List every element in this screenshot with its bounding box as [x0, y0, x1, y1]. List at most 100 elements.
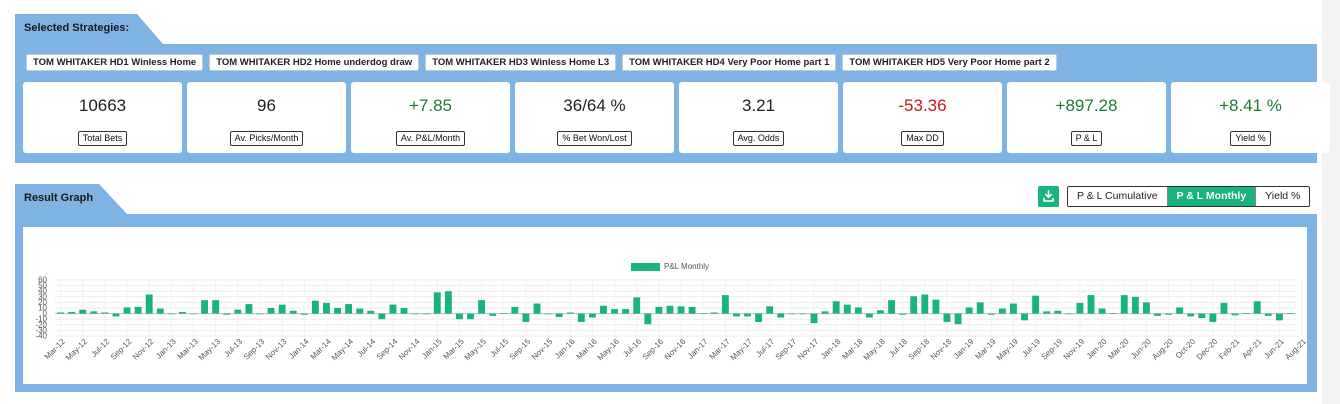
chart-bar: [267, 308, 275, 314]
chart-bar: [467, 313, 474, 320]
strategy-chip[interactable]: TOM WHITAKER HD4 Very Poor Home part 1: [622, 54, 837, 71]
chart-bar: [378, 313, 386, 320]
toggle-pl-monthly[interactable]: P & L Monthly: [1166, 187, 1256, 206]
y-tick-label: 20: [38, 298, 47, 307]
chart-bar: [699, 313, 707, 314]
x-tick-label: May-17: [729, 337, 755, 363]
x-tick-label: May-13: [197, 337, 223, 363]
chart-bar: [744, 313, 751, 317]
chart-bar: [1209, 313, 1217, 322]
stat-value: 3.21: [741, 96, 776, 115]
stat-value: +897.28: [1055, 96, 1118, 115]
stat-value: +8.41 %: [1219, 96, 1282, 115]
chart-bar: [1198, 313, 1206, 319]
chart-bar: [777, 313, 785, 318]
chart-bar: [345, 304, 353, 314]
stat-card-pl-month: +7.85 Av. P&L/Month: [351, 82, 510, 153]
chart-bar: [733, 313, 740, 317]
chart-bar: [666, 305, 674, 314]
chart-bar: [877, 310, 884, 314]
x-tick-label: May-14: [330, 337, 356, 363]
y-tick-label: -30: [35, 326, 47, 335]
chart-bar: [644, 313, 652, 325]
chart-bar: [123, 307, 131, 314]
chart-bar: [1287, 313, 1294, 314]
chart-bar: [1065, 313, 1073, 315]
scrollbar-track[interactable]: [1322, 0, 1340, 404]
chart-bar: [544, 313, 552, 315]
chart-bar: [1275, 313, 1283, 321]
stat-card-avg-odds: 3.21 Avg. Odds: [679, 82, 838, 153]
chart-bar: [577, 313, 585, 322]
stat-label: Avg. Odds: [732, 131, 785, 146]
x-tick-label: Nov-12: [131, 337, 156, 362]
x-tick-label: Jan-20: [1085, 337, 1109, 361]
x-tick-label: Jun-20: [1129, 337, 1153, 361]
chart-bar: [633, 297, 641, 314]
chart-bar: [256, 313, 264, 315]
chart-legend: P&L Monthly: [631, 262, 709, 271]
x-tick-label: Jan-13: [154, 337, 178, 361]
y-tick-label: 0: [43, 309, 48, 318]
chart-bar: [810, 313, 818, 324]
x-tick-label: May-15: [463, 337, 489, 363]
chart-bar: [1176, 307, 1184, 314]
stat-card-total-bets: 10663 Total Bets: [23, 82, 182, 153]
chart-bar: [422, 313, 430, 315]
chart-bar: [1264, 313, 1272, 316]
chart-bar: [987, 313, 995, 315]
y-tick-label: 60: [38, 276, 47, 285]
strategy-chip[interactable]: TOM WHITAKER HD2 Home underdog draw: [209, 54, 420, 71]
x-tick-label: Jan-14: [287, 337, 311, 361]
chart-bar: [1032, 295, 1040, 314]
chart-bar: [921, 294, 929, 314]
stat-value: 36/64 %: [563, 96, 626, 115]
section-tab-shape: [15, 14, 163, 44]
chart-bar: [611, 309, 618, 314]
stats-row: 10663 Total Bets 96 Av. Picks/Month +7.8…: [23, 82, 1330, 153]
x-tick-label: Jun-21: [1262, 337, 1286, 361]
chart-bar: [843, 304, 851, 314]
chart-bar: [788, 313, 796, 315]
legend-label: P&L Monthly: [664, 262, 710, 271]
chart-bar: [489, 313, 497, 316]
strategy-chip[interactable]: TOM WHITAKER HD3 Winless Home L3: [425, 54, 617, 71]
chart-bar: [566, 312, 574, 314]
strategy-chip[interactable]: TOM WHITAKER HD1 Winless Home: [26, 54, 204, 71]
stat-card-picks-month: 96 Av. Picks/Month: [187, 82, 346, 153]
strategies-section-title: Selected Strategies:: [24, 22, 130, 34]
chart-bar: [101, 312, 109, 314]
x-tick-label: Sep-17: [774, 337, 799, 362]
chart-bar: [1098, 308, 1106, 314]
stat-label: P & L: [1070, 131, 1103, 146]
chart-bar: [1142, 302, 1150, 314]
chart-bar: [455, 313, 463, 320]
x-tick-label: Mar-13: [176, 337, 201, 362]
x-tick-label: Nov-14: [397, 337, 422, 362]
chart-bar: [588, 313, 596, 318]
chart-bar: [954, 313, 962, 325]
chart-bar: [400, 308, 408, 314]
download-button[interactable]: [1038, 186, 1059, 207]
toggle-pl-cumulative[interactable]: P & L Cumulative: [1068, 187, 1167, 206]
chart-bar: [1220, 302, 1228, 314]
x-tick-label: Aug-21: [1283, 337, 1307, 362]
chart-bar: [865, 313, 873, 318]
stat-card-won-lost: 36/64 % % Bet Won/Lost: [515, 82, 674, 153]
chart-bar: [389, 304, 397, 314]
x-tick-label: Mar-20: [1106, 337, 1131, 362]
x-tick-label: Jan-18: [819, 337, 843, 361]
chart-bar: [721, 295, 729, 314]
strategy-chip[interactable]: TOM WHITAKER HD5 Very Poor Home part 2: [842, 54, 1057, 71]
toggle-yield[interactable]: Yield %: [1255, 187, 1310, 206]
x-tick-label: Mar-16: [575, 337, 600, 362]
chart-bar: [832, 301, 840, 314]
chart-bar: [356, 308, 364, 314]
chart-bar: [600, 305, 607, 314]
x-tick-label: Mar-14: [309, 337, 334, 362]
chart-bar: [710, 312, 718, 314]
chart-bar: [766, 306, 774, 314]
strategy-chip-list: TOM WHITAKER HD1 Winless Home TOM WHITAK…: [26, 54, 1057, 71]
chart-bar: [334, 308, 341, 314]
